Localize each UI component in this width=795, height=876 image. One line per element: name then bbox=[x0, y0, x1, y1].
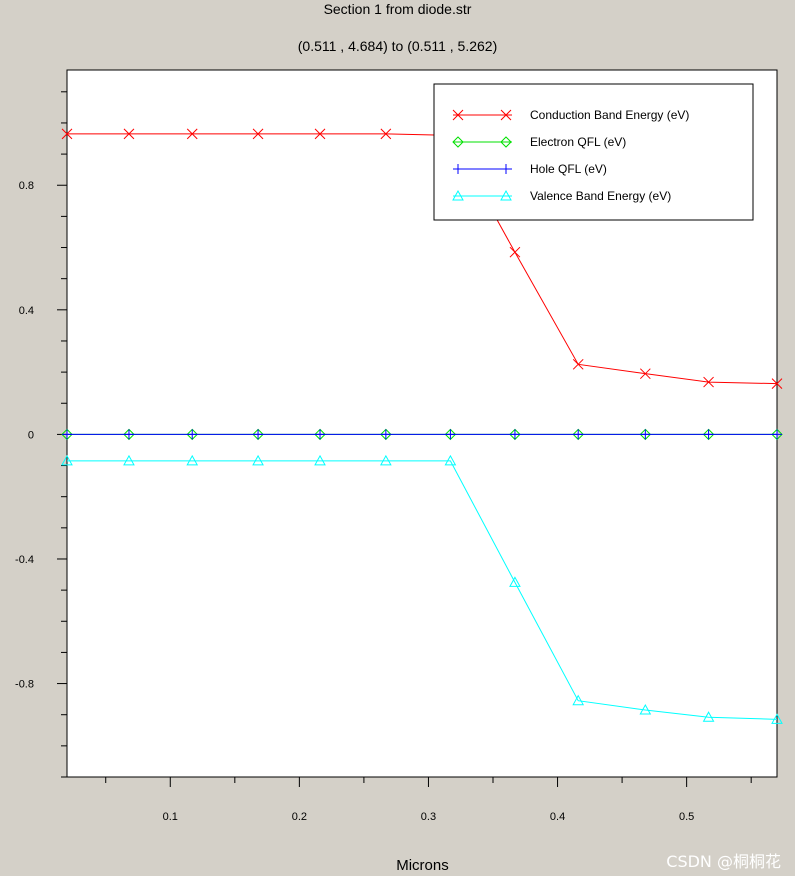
data-point bbox=[123, 429, 134, 440]
data-point bbox=[62, 429, 72, 440]
data-point bbox=[253, 429, 264, 440]
series-line bbox=[67, 460, 778, 720]
legend-box bbox=[433, 83, 754, 221]
data-point bbox=[314, 454, 326, 466]
data-point bbox=[572, 694, 585, 706]
data-point bbox=[572, 428, 584, 441]
data-point bbox=[639, 428, 652, 441]
data-point bbox=[315, 429, 326, 440]
watermark: CSDN @桐桐花 bbox=[666, 852, 781, 871]
data-point bbox=[61, 428, 73, 441]
data-point bbox=[702, 711, 715, 722]
legend-entry: Hole QFL (eV) bbox=[453, 162, 607, 176]
legend-label: Valence Band Energy (eV) bbox=[530, 189, 671, 203]
data-point bbox=[186, 128, 198, 140]
data-point bbox=[639, 704, 652, 715]
legend-label: Conduction Band Energy (eV) bbox=[530, 108, 689, 122]
x-tick-label: 0.2 bbox=[292, 811, 307, 823]
data-point bbox=[771, 378, 783, 389]
y-axis: -0.8 -0.4 0 0.4 0.8 bbox=[15, 91, 67, 778]
data-point bbox=[380, 128, 392, 140]
data-point bbox=[444, 454, 457, 466]
data-point bbox=[572, 358, 584, 370]
series-group bbox=[61, 128, 783, 724]
legend-marker bbox=[500, 109, 512, 121]
legend-entry: Electron QFL (eV) bbox=[452, 135, 626, 149]
legend-marker bbox=[453, 164, 463, 174]
data-point bbox=[509, 428, 521, 441]
data-point bbox=[252, 428, 264, 441]
data-point bbox=[509, 576, 521, 587]
legend-label: Electron QFL (eV) bbox=[530, 135, 626, 149]
chart-title: Section 1 from diode.str bbox=[323, 1, 472, 17]
x-axis: 0.1 0.2 0.3 0.4 0.5 bbox=[105, 777, 752, 823]
data-point bbox=[252, 128, 264, 140]
chart-subtitle: (0.511 , 4.684) to (0.511 , 5.262) bbox=[297, 38, 498, 54]
data-point bbox=[509, 246, 521, 258]
series-line bbox=[67, 133, 778, 385]
x-tick-label: 0.5 bbox=[679, 811, 694, 823]
series-4 bbox=[61, 454, 783, 724]
data-point bbox=[639, 368, 651, 380]
y-tick-label: 0.4 bbox=[19, 305, 34, 317]
data-point bbox=[640, 429, 651, 440]
data-point bbox=[187, 429, 198, 440]
data-point bbox=[445, 429, 456, 440]
legend-marker bbox=[452, 189, 464, 201]
x-tick-label: 0.1 bbox=[163, 811, 178, 823]
legend-label: Hole QFL (eV) bbox=[530, 162, 607, 176]
legend: Conduction Band Energy (eV) Electron QFL … bbox=[433, 83, 754, 221]
data-point bbox=[771, 713, 783, 724]
data-point bbox=[771, 428, 783, 441]
x-tick-label: 0.4 bbox=[550, 811, 565, 823]
y-tick-label: 0 bbox=[28, 429, 34, 441]
data-point bbox=[123, 454, 135, 466]
data-point bbox=[123, 428, 135, 441]
data-point bbox=[380, 429, 391, 440]
data-point bbox=[252, 454, 264, 466]
x-tick-label: 0.3 bbox=[421, 811, 436, 823]
data-point bbox=[61, 454, 73, 466]
data-point bbox=[314, 128, 326, 140]
data-point bbox=[186, 454, 199, 466]
data-point bbox=[314, 428, 326, 441]
series-3 bbox=[62, 429, 782, 440]
y-tick-label: -0.4 bbox=[15, 554, 34, 566]
legend-marker bbox=[452, 109, 464, 121]
y-tick-label: -0.8 bbox=[15, 679, 34, 691]
data-point bbox=[61, 128, 73, 140]
data-point bbox=[772, 429, 782, 440]
data-point bbox=[380, 454, 392, 466]
legend-entry: Conduction Band Energy (eV) bbox=[452, 108, 689, 122]
data-point bbox=[380, 428, 392, 441]
legend-entry: Valence Band Energy (eV) bbox=[452, 189, 671, 203]
legend-marker bbox=[501, 164, 511, 174]
data-point bbox=[123, 128, 135, 140]
data-point bbox=[444, 428, 457, 441]
legend-marker bbox=[452, 136, 464, 148]
data-point bbox=[703, 429, 714, 440]
y-tick-label: 0.8 bbox=[19, 180, 34, 192]
legend-marker bbox=[500, 189, 512, 201]
data-point bbox=[702, 428, 715, 441]
data-point bbox=[703, 376, 714, 388]
data-point bbox=[509, 429, 520, 440]
x-axis-label: Microns bbox=[396, 857, 449, 874]
data-point bbox=[573, 429, 584, 440]
data-point bbox=[186, 428, 198, 441]
legend-marker bbox=[500, 136, 512, 148]
